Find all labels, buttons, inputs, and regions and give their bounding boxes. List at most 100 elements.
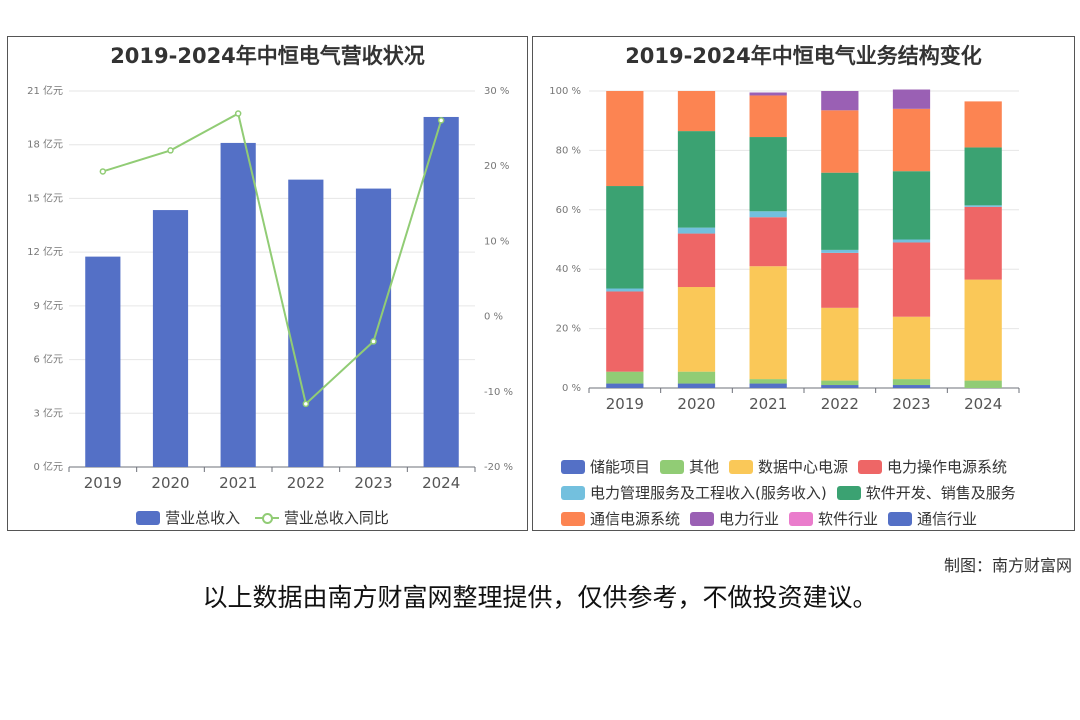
stacked-segment [964, 279, 1002, 381]
x-tick-label: 2020 [677, 395, 715, 413]
stacked-segment [606, 291, 644, 372]
chart-credit: 制图：南方财富网 [943, 556, 1072, 575]
legend-item[interactable]: 软件开发、销售及服务 [836, 482, 1016, 503]
stacked-segment [677, 131, 716, 228]
revenue-chart-panel: 2019-2024年中恒电气营收状况 0 亿元 3 亿元 6 亿元 9 亿元 12 亿元… [7, 36, 528, 531]
y2-tick-label: 30 % [484, 86, 509, 97]
x-tick-label: 2021 [219, 474, 257, 492]
legend-label: 电力管理服务及工程收入(服务收入) [590, 484, 827, 502]
stacked-segment [677, 287, 716, 372]
y-tick-label: 15 亿元 [27, 191, 63, 204]
revenue-bar [288, 179, 324, 467]
legend-item[interactable]: 其他 [660, 456, 719, 477]
y-tick-label: 9 亿元 [33, 299, 63, 312]
legend-label: 其他 [689, 458, 720, 476]
stacked-segment [749, 379, 787, 384]
disclaimer-text: 以上数据由南方财富网整理提供，仅供参考，不做投资建议。 [202, 583, 878, 612]
stacked-segment [964, 101, 1002, 148]
legend-row: 储能项目 其他 数据中心电源 电力操作电源系统 [561, 456, 1068, 482]
x-tick-label: 2024 [964, 395, 1002, 413]
revenue-bar [355, 188, 392, 468]
stacked-segment [749, 266, 787, 380]
business-structure-chart-svg: 0 % 20 % 40 % 60 % 80 % 100 % 2019 2020 2021 2022… [549, 86, 1020, 413]
x-tick-label: 2024 [422, 474, 460, 492]
x-tick-label: 2019 [84, 474, 122, 492]
business-structure-chart-panel: 2019-2024年中恒电气业务结构变化 0 % 20 % 40 % 60 % 80 %… [532, 36, 1075, 531]
legend-item[interactable]: 软件行业 [789, 508, 878, 529]
y2-tick-label: -10 % [484, 387, 513, 398]
revenue-yoy-point [370, 338, 377, 345]
legend-item[interactable]: 储能项目 [561, 456, 650, 477]
legend-swatch [561, 459, 585, 474]
legend-swatch [561, 511, 585, 526]
legend-label-revenue-yoy: 营业总收入同比 [283, 509, 389, 527]
stacked-segment [892, 316, 931, 380]
stacked-segment [749, 217, 787, 267]
revenue-chart-svg: 0 亿元 3 亿元 6 亿元 9 亿元 12 亿元 15 亿元 18 亿元 21 亿元 -20 … [27, 84, 513, 492]
stacked-segment [677, 227, 716, 234]
legend-row: 通信电源系统 电力行业 软件行业 通信行业 [561, 508, 1068, 534]
stacked-segment [892, 89, 931, 109]
legend-swatch [836, 485, 861, 500]
legend-label: 软件行业 [818, 510, 879, 528]
stacked-segment [892, 108, 931, 172]
legend-item[interactable]: 电力操作电源系统 [858, 456, 1007, 477]
revenue-yoy-point [302, 400, 310, 408]
revenue-chart-title: 2019-2024年中恒电气营收状况 [110, 44, 425, 68]
revenue-yoy-point [437, 117, 445, 124]
legend-item[interactable]: 通信电源系统 [561, 508, 680, 529]
x-tick-label: 2023 [892, 395, 930, 413]
stacked-segment [606, 186, 644, 289]
y-tick-label: 60 % [556, 205, 581, 216]
legend-swatch-revenue [136, 510, 161, 525]
revenue-bar [423, 116, 459, 467]
revenue-yoy-point [99, 168, 107, 175]
y2-tick-label: 10 % [484, 236, 509, 247]
stacked-segment [964, 205, 1002, 207]
y-tick-label: 18 亿元 [27, 138, 63, 151]
stacked-segment [677, 383, 716, 388]
legend-item-revenue-yoy[interactable]: 营业总收入同比 [254, 507, 389, 528]
stacked-segment [749, 211, 787, 218]
x-tick-label: 2023 [354, 474, 392, 492]
legend-label: 通信行业 [917, 510, 978, 528]
stacked-segment [606, 383, 644, 388]
business-structure-chart-title: 2019-2024年中恒电气业务结构变化 [625, 44, 982, 68]
legend-swatch-revenue-yoy [254, 511, 279, 525]
legend-swatch [561, 485, 585, 500]
stacked-segment [964, 380, 1002, 388]
revenue-yoy-point [167, 147, 174, 154]
stacked-segment [749, 95, 787, 138]
y-tick-label: 0 % [562, 383, 581, 394]
stacked-segment [892, 171, 931, 240]
business-structure-legend: 储能项目 其他 数据中心电源 电力操作电源系统电力管理服务及工程收入(服务收入) 软件开… [561, 456, 1068, 534]
x-tick-label: 2019 [606, 395, 644, 413]
legend-item[interactable]: 电力行业 [690, 508, 779, 529]
revenue-bar [220, 142, 256, 467]
revenue-yoy-line [102, 112, 443, 406]
legend-swatch [729, 459, 754, 474]
legend-label-revenue: 营业总收入 [165, 509, 241, 527]
legend-swatch [858, 459, 883, 474]
stacked-segment [749, 92, 787, 96]
revenue-bar [85, 256, 121, 467]
legend-label: 储能项目 [590, 458, 651, 476]
legend-item[interactable]: 数据中心电源 [729, 456, 848, 477]
revenue-chart-legend: 营业总收入 营业总收入同比 [8, 507, 527, 529]
legend-item-revenue[interactable]: 营业总收入 [136, 507, 240, 528]
y2-tick-label: 0 % [484, 312, 503, 323]
stacked-segment [749, 137, 787, 212]
y-tick-label: 40 % [556, 264, 581, 275]
legend-label: 通信电源系统 [590, 510, 681, 528]
legend-swatch [789, 511, 814, 526]
y-tick-label: 3 亿元 [33, 406, 63, 419]
x-tick-label: 2020 [151, 474, 189, 492]
y-tick-label: 0 亿元 [33, 460, 63, 473]
legend-swatch [690, 511, 715, 526]
stacked-segment [964, 206, 1002, 280]
stacked-segment [821, 249, 859, 253]
y-tick-label: 21 亿元 [27, 84, 63, 97]
legend-item[interactable]: 通信行业 [888, 508, 977, 529]
legend-item[interactable]: 电力管理服务及工程收入(服务收入) [561, 482, 827, 503]
revenue-yoy-point [234, 110, 242, 117]
